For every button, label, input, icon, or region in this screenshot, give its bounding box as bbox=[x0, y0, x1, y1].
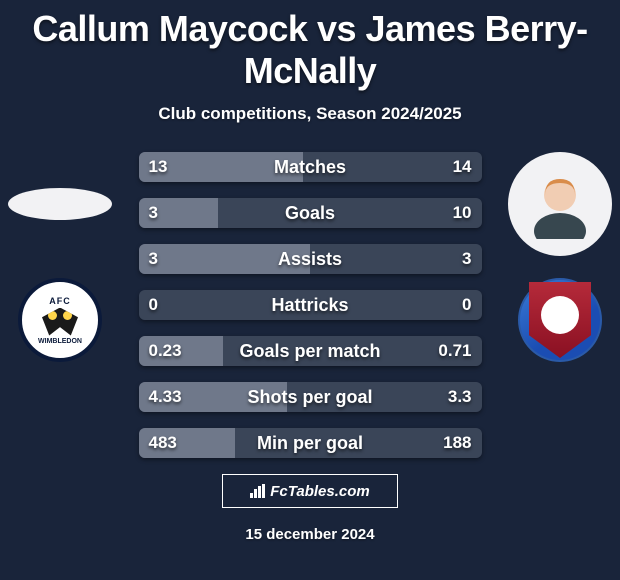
player1-avatar bbox=[8, 188, 112, 220]
player2-avatar bbox=[508, 152, 612, 256]
stat-row: 483188Min per goal bbox=[139, 428, 482, 458]
fctables-icon bbox=[250, 484, 266, 498]
stat-label: Min per goal bbox=[139, 428, 482, 458]
player2-column bbox=[500, 152, 620, 362]
stat-bars: 1314Matches 310Goals 33Assists 00Hattricks 0… bbox=[139, 152, 482, 458]
person-icon bbox=[525, 169, 595, 239]
stat-row: 00Hattricks bbox=[139, 290, 482, 320]
player2-club-badge bbox=[518, 278, 602, 362]
stat-row: 4.333.3Shots per goal bbox=[139, 382, 482, 412]
fctables-label: FcTables.com bbox=[270, 483, 369, 500]
stat-label: Hattricks bbox=[139, 290, 482, 320]
page-title: Callum Maycock vs James Berry-McNally bbox=[0, 0, 620, 92]
stat-label: Goals per match bbox=[139, 336, 482, 366]
club1-badge-text-bottom: WIMBLEDON bbox=[38, 338, 82, 345]
fctables-badge: FcTables.com bbox=[222, 474, 398, 508]
player1-club-badge: AFC WIMBLEDON bbox=[18, 278, 102, 362]
eagle-icon bbox=[42, 308, 78, 336]
stat-label: Shots per goal bbox=[139, 382, 482, 412]
stat-label: Assists bbox=[139, 244, 482, 274]
footer: FcTables.com 15 december 2024 bbox=[0, 474, 620, 543]
stat-label: Goals bbox=[139, 198, 482, 228]
stat-label: Matches bbox=[139, 152, 482, 182]
player1-column: AFC WIMBLEDON bbox=[0, 152, 120, 362]
stat-row: 310Goals bbox=[139, 198, 482, 228]
page-subtitle: Club competitions, Season 2024/2025 bbox=[0, 104, 620, 124]
club1-badge-text-top: AFC bbox=[49, 296, 71, 306]
stat-row: 0.230.71Goals per match bbox=[139, 336, 482, 366]
stat-row: 1314Matches bbox=[139, 152, 482, 182]
footer-date: 15 december 2024 bbox=[245, 526, 374, 543]
stat-row: 33Assists bbox=[139, 244, 482, 274]
comparison-content: AFC WIMBLEDON 1314Matches 310Goals 33Assis… bbox=[0, 152, 620, 458]
